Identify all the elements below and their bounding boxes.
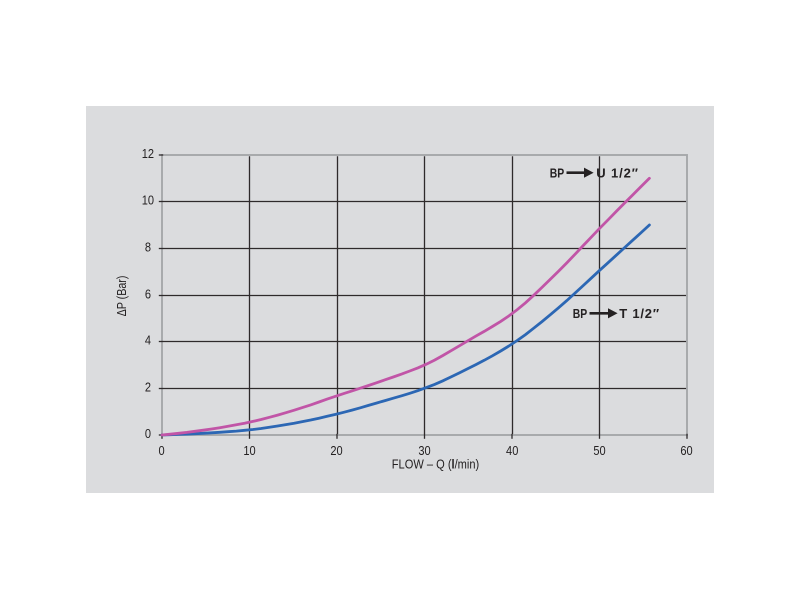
svg-text:6: 6	[145, 287, 151, 302]
svg-text:20: 20	[330, 443, 343, 458]
svg-text:10: 10	[243, 443, 256, 458]
svg-text:8: 8	[145, 240, 151, 255]
svg-text:0: 0	[145, 426, 151, 441]
svg-text:T 1/2″: T 1/2″	[619, 306, 660, 321]
svg-text:BP: BP	[550, 166, 565, 180]
svg-text:4: 4	[145, 333, 151, 348]
svg-text:10: 10	[142, 193, 155, 208]
svg-text:0: 0	[159, 443, 165, 458]
svg-text:U 1/2″: U 1/2″	[596, 166, 639, 181]
svg-text:50: 50	[593, 443, 606, 458]
svg-text:40: 40	[506, 443, 519, 458]
svg-text:30: 30	[418, 443, 431, 458]
svg-text:FLOW – Q (l/min): FLOW – Q (l/min)	[392, 457, 479, 472]
svg-text:2: 2	[145, 380, 151, 395]
svg-text:12: 12	[142, 146, 155, 161]
svg-text:ΔP (Bar): ΔP (Bar)	[115, 275, 129, 316]
svg-text:BP: BP	[573, 307, 588, 321]
svg-text:60: 60	[680, 443, 693, 458]
